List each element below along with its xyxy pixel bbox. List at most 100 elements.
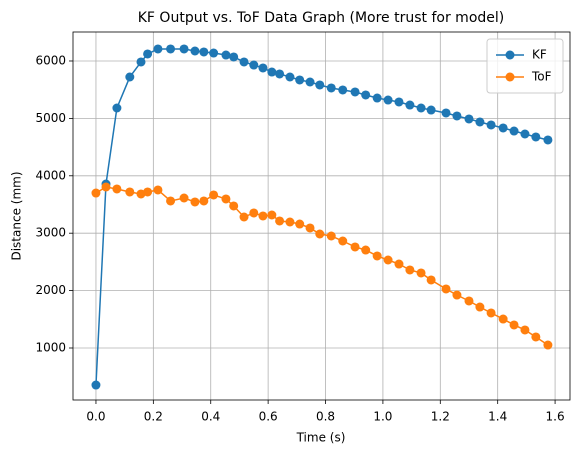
point	[249, 208, 259, 218]
plot-frame	[72, 31, 571, 401]
point	[486, 308, 496, 318]
point	[91, 380, 101, 390]
point	[350, 242, 360, 252]
point	[166, 44, 176, 54]
y-tick-label: 1000	[35, 340, 66, 354]
point	[452, 111, 462, 121]
legend: KF ToF	[486, 38, 564, 94]
point	[315, 80, 325, 90]
point	[372, 251, 382, 261]
point	[361, 245, 371, 255]
point	[486, 120, 496, 130]
point	[350, 87, 360, 97]
point	[531, 332, 541, 342]
point	[190, 46, 200, 56]
point	[498, 123, 508, 133]
legend-label: ToF	[531, 70, 552, 84]
point	[295, 219, 305, 229]
point	[426, 105, 436, 115]
point	[441, 284, 451, 294]
point	[101, 182, 111, 192]
point	[221, 194, 231, 204]
point	[405, 100, 415, 110]
x-tick-label: 0.0	[86, 410, 105, 424]
point	[543, 340, 553, 350]
point	[338, 236, 348, 246]
legend-box	[486, 38, 564, 94]
point	[475, 117, 485, 127]
point	[383, 255, 393, 265]
point	[112, 184, 122, 194]
point	[372, 93, 382, 103]
point	[125, 72, 135, 82]
y-axis-label: Distance (mm)	[10, 171, 24, 260]
point	[221, 50, 231, 60]
point	[199, 47, 209, 57]
point	[464, 114, 474, 124]
point	[305, 223, 315, 233]
x-tick-label: 0.8	[316, 410, 335, 424]
point	[143, 49, 153, 59]
point	[143, 187, 153, 197]
point	[285, 72, 295, 82]
point	[190, 197, 200, 207]
point	[520, 129, 530, 139]
chart-title: KF Output vs. ToF Data Graph (More trust…	[138, 10, 504, 26]
point	[199, 196, 209, 206]
point	[209, 190, 219, 200]
y-tick-label: 4000	[35, 168, 66, 182]
legend-marker	[505, 50, 515, 60]
point	[405, 265, 415, 275]
x-tick-label: 0.2	[144, 410, 163, 424]
legend-label: KF	[532, 48, 547, 62]
point	[394, 97, 404, 107]
x-tick-label: 0.6	[259, 410, 278, 424]
point	[239, 212, 249, 222]
point	[426, 275, 436, 285]
point	[267, 67, 277, 77]
point	[153, 44, 163, 54]
point	[416, 103, 426, 113]
point	[394, 259, 404, 269]
point	[531, 132, 541, 142]
point	[179, 44, 189, 54]
point	[305, 77, 315, 87]
point	[441, 108, 451, 118]
y-tick-label: 2000	[35, 283, 66, 297]
y-tick-label: 5000	[35, 111, 66, 125]
point	[383, 95, 393, 105]
x-tick-label: 1.2	[431, 410, 450, 424]
point	[153, 185, 163, 195]
point	[452, 290, 462, 300]
point	[179, 193, 189, 203]
point	[464, 296, 474, 306]
point	[285, 217, 295, 227]
x-axis-label: Time (s)	[296, 431, 346, 445]
x-tick-label: 0.4	[201, 410, 220, 424]
point	[112, 103, 122, 113]
point	[475, 302, 485, 312]
point	[229, 52, 239, 62]
point	[416, 268, 426, 278]
point	[543, 135, 553, 145]
point	[326, 83, 336, 93]
point	[509, 320, 519, 330]
x-tick-label: 1.0	[373, 410, 392, 424]
point	[509, 126, 519, 136]
point	[315, 229, 325, 239]
point	[326, 231, 336, 241]
point	[275, 216, 285, 226]
point	[229, 201, 239, 211]
point	[275, 69, 285, 79]
point	[338, 85, 348, 95]
point	[136, 57, 146, 67]
series-line	[95, 48, 549, 386]
point	[520, 325, 530, 335]
y-tick-label: 6000	[35, 53, 66, 67]
point	[498, 314, 508, 324]
point	[258, 63, 268, 73]
x-tick-label: 1.6	[546, 410, 565, 424]
point	[361, 90, 371, 100]
point	[91, 188, 101, 198]
